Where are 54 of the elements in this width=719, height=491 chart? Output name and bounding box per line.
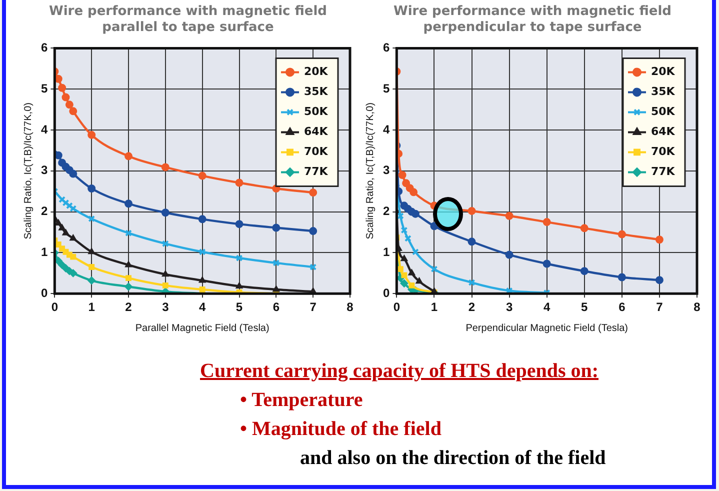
y-axis-title: Scaling Ratio, Ic(T,B)/Ic(77K,0) [22, 102, 34, 240]
y-tick-label: 4 [382, 122, 390, 136]
x-tick-label: 2 [468, 300, 476, 314]
y-tick-label: 3 [382, 163, 390, 178]
text: Current carrying capacity of HTS depends on: [200, 360, 600, 383]
chart-title: Wire performance with magnetic field parallel to tape surface [48, 4, 328, 37]
text: and also on the direction of the field [300, 447, 607, 470]
y-tick-label: 0 [40, 286, 48, 300]
y-tick-label: 6 [382, 40, 390, 55]
x-tick-label: 3 [162, 300, 170, 314]
legend-label: 70K [651, 145, 676, 158]
chart-title: Wire performance with magnetic field perpendicular to tape surface [392, 4, 672, 37]
x-tick-label: 2 [125, 300, 132, 314]
y-tick-label: 6 [40, 40, 48, 55]
x-tick-label: 7 [310, 300, 317, 314]
x-tick-label: 6 [618, 300, 626, 314]
y-tick-label: 3 [40, 163, 48, 178]
legend-label: 77K [651, 165, 676, 178]
y-tick-label: 5 [382, 81, 390, 96]
y-axis-title: Scaling Ratio, Ic(T,B)/Ic(77K,0) [364, 102, 376, 240]
x-tick-label: 4 [198, 300, 206, 314]
text: • Magnitude of the field [240, 418, 442, 441]
legend-label: 50K [304, 105, 328, 118]
legend-label: 35K [304, 85, 328, 98]
x-tick-label: 6 [272, 300, 280, 314]
x-tick-label: 3 [506, 300, 513, 314]
legend-label: 70K [304, 145, 328, 158]
x-axis-title: Perpendicular Magnetic Field (Tesla) [466, 322, 628, 334]
x-tick-label: 1 [430, 300, 438, 314]
x-tick-label: 4 [543, 300, 550, 314]
legend-label: 64K [304, 125, 328, 138]
legend-label: 35K [651, 85, 676, 98]
x-tick-label: 0 [51, 300, 58, 314]
y-tick-label: 5 [40, 81, 48, 96]
legend-label: 20K [304, 65, 328, 78]
x-tick-label: 5 [236, 300, 243, 314]
x-tick-label: 1 [88, 300, 96, 314]
y-tick-label: 1 [40, 245, 48, 260]
x-tick-label: 8 [694, 300, 701, 314]
y-tick-label: 0 [382, 286, 390, 300]
x-tick-label: 7 [656, 300, 664, 314]
legend-label: 20K [651, 65, 676, 78]
legend-label: 77K [304, 165, 328, 178]
y-tick-label: 2 [382, 204, 390, 218]
y-tick-label: 4 [40, 122, 48, 136]
y-tick-label: 2 [40, 204, 48, 218]
legend-label: 64K [651, 125, 676, 138]
legend-label: 50K [651, 105, 676, 118]
x-axis-title: Parallel Magnetic Field (Tesla) [135, 322, 270, 334]
x-tick-label: 5 [581, 300, 588, 314]
x-tick-label: 0 [393, 300, 400, 314]
x-tick-label: 8 [346, 300, 354, 314]
text: • Temperature [240, 389, 364, 412]
y-tick-label: 1 [382, 245, 390, 260]
